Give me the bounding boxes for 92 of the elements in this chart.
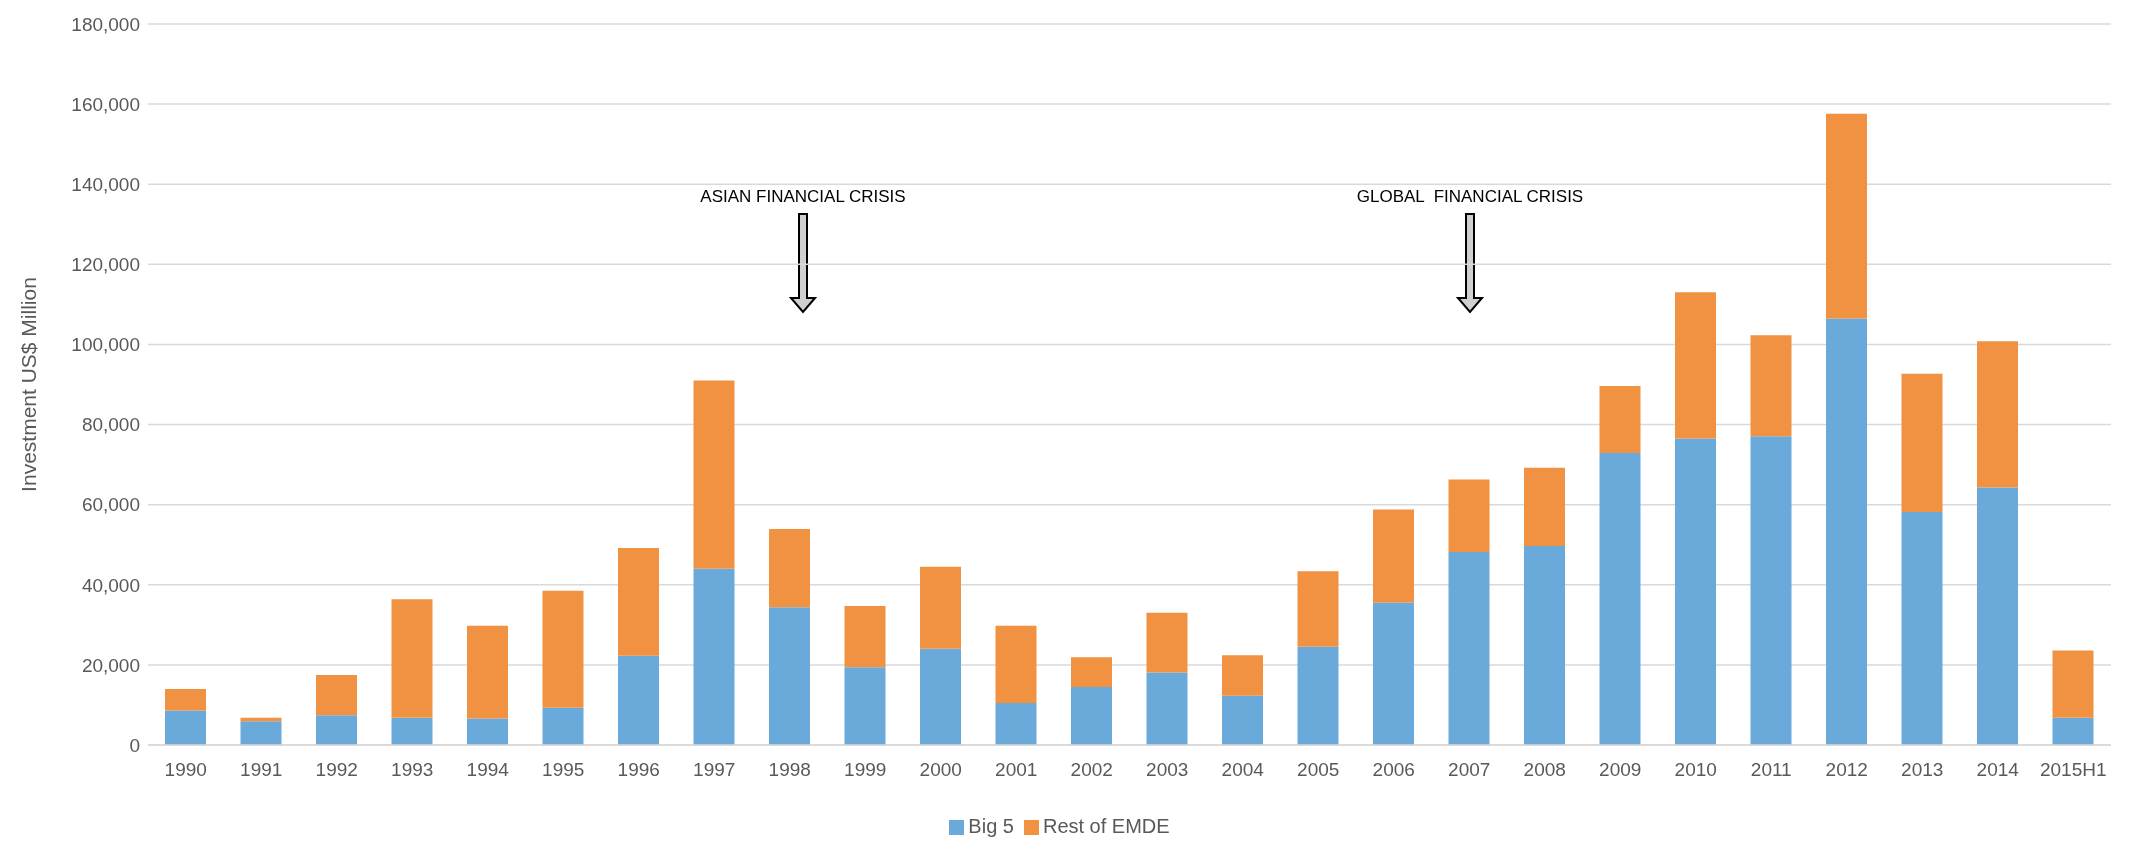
bar [1146, 672, 1188, 745]
y-tick-label: 40,000 [81, 574, 140, 596]
x-tick-label: 1995 [542, 759, 585, 781]
y-tick-label: 60,000 [81, 494, 140, 516]
bar [2052, 717, 2094, 745]
x-tick-label: 2008 [1523, 759, 1566, 781]
x-tick-label: 2007 [1448, 759, 1491, 781]
y-tick-label: 160,000 [71, 93, 140, 115]
bar [1448, 551, 1490, 745]
x-tick-label: 2001 [995, 759, 1038, 781]
bar [1750, 436, 1792, 745]
y-tick-label: 180,000 [71, 13, 140, 35]
bar [467, 625, 508, 719]
bar [618, 655, 659, 745]
bar [1826, 113, 1867, 319]
bar [542, 707, 584, 745]
x-tick-label: 2003 [1146, 759, 1189, 781]
bar [1297, 646, 1339, 745]
y-tick-label: 80,000 [81, 414, 140, 436]
x-tick-label: 1997 [693, 759, 736, 781]
bar [844, 667, 886, 745]
x-tick-label: 2012 [1825, 759, 1868, 781]
bar [1599, 453, 1641, 745]
bar [920, 648, 961, 745]
bar [240, 721, 282, 745]
bar [844, 606, 886, 668]
bar [165, 688, 206, 711]
legend-label: Big 5 [968, 815, 1014, 837]
y-axis-title: Investment US$ Million [17, 277, 41, 492]
bar [467, 718, 508, 745]
bar [1901, 373, 1943, 512]
bar [1675, 292, 1716, 439]
bar [391, 717, 433, 745]
y-tick-label: 20,000 [81, 654, 140, 676]
bar [1750, 335, 1792, 437]
y-tick-label: 100,000 [71, 334, 140, 356]
x-tick-label: 2009 [1599, 759, 1642, 781]
x-tick-label: 1996 [617, 759, 660, 781]
x-tick-label: 2006 [1372, 759, 1415, 781]
bar [1977, 487, 2018, 745]
bar [693, 568, 735, 745]
y-tick-label: 140,000 [71, 173, 140, 195]
x-tick-label: 2014 [1976, 759, 2020, 781]
bar [1071, 686, 1112, 745]
bar [316, 715, 357, 745]
x-tick-label: 1991 [240, 759, 283, 781]
bar [1373, 602, 1414, 745]
bar [542, 590, 584, 708]
bar [391, 599, 433, 718]
bar [1146, 612, 1188, 673]
legend-label: Rest of EMDE [1042, 815, 1170, 837]
bar [1524, 545, 1565, 745]
bar [1222, 655, 1263, 696]
bar [1599, 386, 1641, 453]
annotation: GLOBAL FINANCIAL CRISIS [1355, 187, 1585, 207]
x-tick-label: 1990 [164, 759, 207, 781]
x-tick-label: 2013 [1901, 759, 1944, 781]
x-tick-label: 1993 [391, 759, 434, 781]
bar [1901, 511, 1943, 745]
bar [1675, 438, 1716, 745]
y-tick-label: 120,000 [71, 254, 140, 276]
bar [920, 566, 961, 649]
bar [1448, 479, 1490, 552]
bar [1977, 341, 2018, 488]
bar [2052, 650, 2094, 718]
bar [165, 710, 206, 745]
x-tick-label: 2000 [919, 759, 962, 781]
bar [995, 702, 1037, 745]
x-tick-label: 2005 [1297, 759, 1340, 781]
bar [1826, 318, 1867, 745]
y-tick-label: 0 [129, 734, 140, 756]
bar [1071, 657, 1112, 687]
x-tick-label: 2010 [1674, 759, 1717, 781]
x-tick-label: 2004 [1221, 759, 1265, 781]
bar [618, 547, 659, 656]
bar [1222, 695, 1263, 745]
annotation: ASIAN FINANCIAL CRISIS [699, 187, 907, 207]
bar [769, 607, 810, 745]
x-tick-label: 1999 [844, 759, 887, 781]
bar [1373, 509, 1414, 603]
x-tick-label: 2002 [1070, 759, 1113, 781]
x-tick-label: 2015H1 [2039, 759, 2107, 781]
x-tick-label: 1994 [466, 759, 510, 781]
bar [693, 380, 735, 569]
bar [1297, 571, 1339, 647]
x-tick-label: 1998 [768, 759, 811, 781]
bar [316, 674, 357, 716]
bar [995, 625, 1037, 703]
x-tick-label: 2011 [1750, 759, 1792, 781]
bar [769, 529, 810, 608]
x-tick-label: 1992 [315, 759, 358, 781]
bar [1524, 467, 1565, 546]
